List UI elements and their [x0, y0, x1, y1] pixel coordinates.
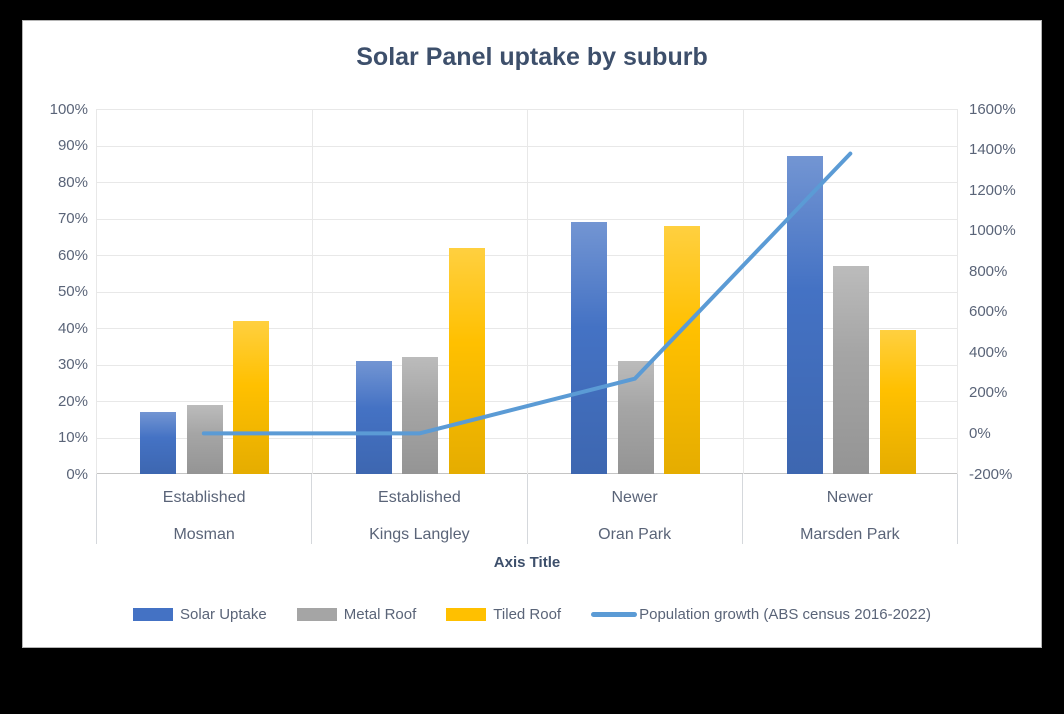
category-group-label: Newer — [611, 489, 658, 506]
right-axis-tick: 800% — [969, 262, 1008, 280]
bar-solar-uptake-marsden-park — [786, 156, 823, 474]
right-axis-tick: 1400% — [969, 141, 1016, 159]
chart-panel: Solar Panel uptake by suburb 100% 90% 80% 7… — [22, 20, 1042, 648]
category-group-label: Established — [378, 489, 461, 506]
left-axis-tick: 20% — [57, 392, 88, 410]
category-suburb-label: Kings Langley — [369, 526, 470, 543]
legend-swatch-solar-uptake — [133, 608, 174, 621]
left-axis-tick: 10% — [57, 429, 88, 446]
right-axis-tick: 0% — [969, 424, 991, 442]
right-axis-tick: -200% — [969, 465, 1013, 483]
right-axis-tick: 1000% — [969, 222, 1016, 240]
category-axis: Established Mosman Established Kings Langle… — [96, 474, 958, 544]
bar-tiled-roof-mosman — [233, 320, 269, 474]
v-gridline — [742, 109, 744, 474]
category-suburb-label: Mosman — [173, 526, 235, 543]
legend-item-tiled-roof: Tiled Roof — [446, 606, 561, 623]
legend-swatch-tiled-roof — [446, 608, 487, 621]
left-axis-tick: 0% — [66, 465, 88, 483]
category-suburb-label: Oran Park — [598, 526, 672, 543]
left-axis-tick: 80% — [57, 173, 88, 191]
category-suburb-label: Marsden Park — [800, 526, 900, 543]
bar-metal-roof-kings-langley — [402, 357, 438, 474]
bar-solar-uptake-mosman — [140, 411, 176, 474]
right-axis-tick: 400% — [969, 343, 1008, 361]
category-cell-oran-park: Newer Oran Park — [526, 474, 742, 544]
left-axis-tick: 40% — [57, 319, 88, 337]
v-gridline — [957, 109, 958, 474]
v-gridline — [527, 109, 528, 474]
population-growth-line — [201, 151, 853, 436]
legend-label-solar-uptake: Solar Uptake — [180, 606, 267, 623]
category-group-label: Established — [162, 489, 246, 506]
legend-item-metal-roof: Metal Roof — [296, 606, 417, 623]
left-axis-tick: 60% — [57, 246, 88, 264]
left-axis-tick: 50% — [57, 283, 88, 300]
left-axis-tick: 100% — [49, 100, 88, 118]
legend-line-swatch — [591, 612, 638, 617]
right-axis-tick: 1600% — [969, 100, 1016, 118]
legend: Solar Uptake Metal Roof Tiled Roof Popul… — [23, 606, 1041, 623]
population-growth-line-path — [201, 151, 853, 436]
left-axis-tick: 90% — [57, 137, 88, 154]
bar-metal-roof-mosman — [186, 404, 223, 474]
category-cell-kings-langley: Established Kings Langley — [311, 474, 526, 544]
legend-label-metal-roof: Metal Roof — [343, 606, 417, 623]
legend-label-population-growth: Population growth (ABS census 2016-2022) — [639, 606, 931, 623]
left-axis-tick: 30% — [57, 356, 88, 373]
bar-solar-uptake-oran-park — [571, 222, 607, 474]
bar-solar-uptake-kings-langley — [355, 360, 392, 474]
right-axis-tick: 600% — [969, 303, 1008, 321]
category-group-label: Newer — [826, 489, 873, 506]
category-cell-marsden-park: Newer Marsden Park — [741, 474, 958, 544]
right-axis-tick: 1200% — [969, 181, 1016, 199]
legend-swatch-metal-roof — [296, 608, 337, 621]
right-axis-tick: 200% — [969, 384, 1008, 402]
bar-tiled-roof-oran-park — [664, 225, 700, 474]
plot-area — [96, 109, 958, 474]
category-cell-mosman: Established Mosman — [96, 474, 311, 544]
legend-item-solar-uptake: Solar Uptake — [133, 606, 267, 623]
legend-label-tiled-roof: Tiled Roof — [493, 606, 562, 623]
bar-tiled-roof-marsden-park — [879, 329, 916, 474]
v-gridline — [311, 109, 313, 474]
right-axis: 1600% 1400% 1200% 1000% 800% 600% 400% 200% 0% -2… — [969, 101, 1041, 483]
left-axis: 100% 90% 80% 70% 60% 50% 40% 30% 20% 10% 0% — [27, 101, 88, 483]
bar-metal-roof-marsden-park — [833, 266, 869, 474]
chart-title: Solar Panel uptake by suburb — [356, 43, 708, 71]
v-gridline — [96, 109, 97, 474]
x-axis-title: Axis Title — [493, 554, 561, 571]
legend-item-population-growth: Population growth (ABS census 2016-2022) — [591, 606, 931, 623]
bar-tiled-roof-kings-langley — [448, 247, 485, 474]
left-axis-tick: 70% — [57, 210, 88, 227]
